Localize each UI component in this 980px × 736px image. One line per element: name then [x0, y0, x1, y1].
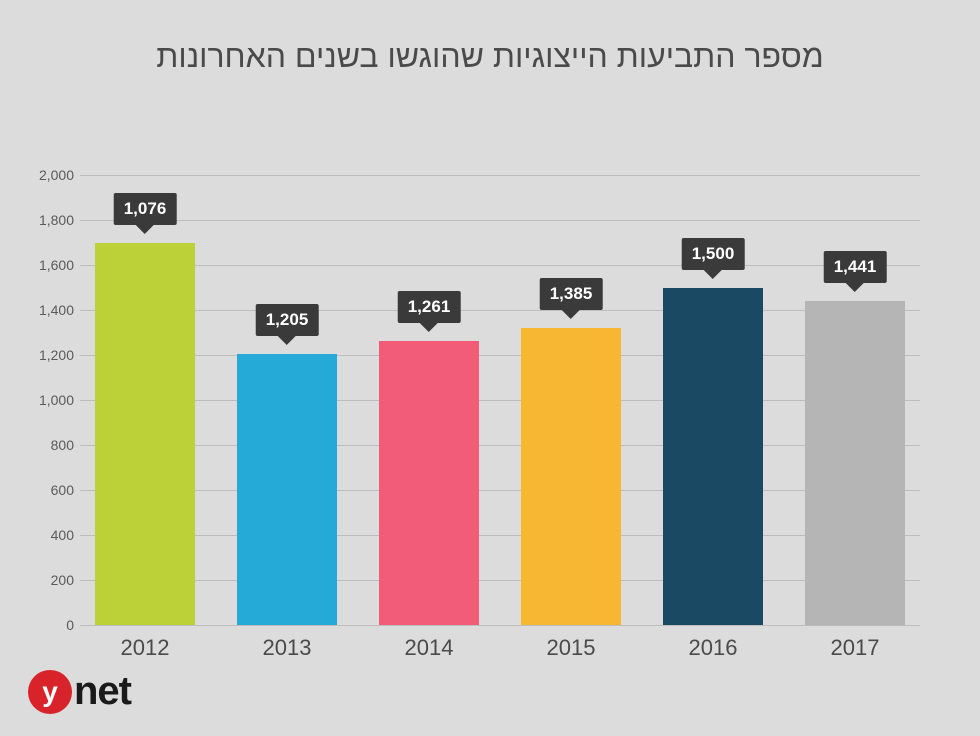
x-axis-label: 2015	[547, 635, 596, 661]
grid-line	[80, 310, 920, 311]
bar	[521, 328, 621, 625]
y-tick-label: 1,200	[30, 347, 74, 363]
y-tick-label: 1,000	[30, 392, 74, 408]
grid-line	[80, 580, 920, 581]
y-tick-label: 1,600	[30, 257, 74, 273]
bar-value-label: 1,261	[398, 291, 461, 323]
chart-plot-area: 1,07620121,20520131,26120141,38520151,50…	[80, 175, 920, 625]
x-axis-label: 2016	[689, 635, 738, 661]
x-axis-label: 2013	[263, 635, 312, 661]
bar	[663, 288, 763, 626]
bar	[95, 243, 195, 626]
y-tick-label: 1,800	[30, 212, 74, 228]
bar-value-label: 1,441	[824, 251, 887, 283]
y-tick-label: 1,400	[30, 302, 74, 318]
grid-line	[80, 355, 920, 356]
ynet-logo: y net	[28, 669, 131, 714]
bar-value-label: 1,500	[682, 238, 745, 270]
bar	[379, 341, 479, 625]
grid-line	[80, 265, 920, 266]
grid-line	[80, 400, 920, 401]
bar	[805, 301, 905, 625]
y-tick-label: 400	[30, 527, 74, 543]
y-axis: 02004006008001,0001,2001,4001,6001,8002,…	[30, 175, 80, 625]
x-axis-label: 2012	[121, 635, 170, 661]
y-tick-label: 2,000	[30, 167, 74, 183]
grid-line	[80, 625, 920, 626]
grid-line	[80, 490, 920, 491]
y-tick-label: 800	[30, 437, 74, 453]
grid-line	[80, 220, 920, 221]
y-tick-label: 600	[30, 482, 74, 498]
y-tick-label: 200	[30, 572, 74, 588]
bar-value-label: 1,076	[114, 193, 177, 225]
bar	[237, 354, 337, 625]
logo-text: net	[74, 669, 131, 714]
grid-line	[80, 445, 920, 446]
x-axis-label: 2017	[831, 635, 880, 661]
bar-value-label: 1,385	[540, 278, 603, 310]
grid-line	[80, 175, 920, 176]
bar-value-label: 1,205	[256, 304, 319, 336]
y-tick-label: 0	[30, 617, 74, 633]
grid-line	[80, 535, 920, 536]
chart-title: מספר התביעות הייצוגיות שהוגשו בשנים האחר…	[0, 0, 980, 75]
x-axis-label: 2014	[405, 635, 454, 661]
bar-chart: 02004006008001,0001,2001,4001,6001,8002,…	[80, 175, 920, 625]
logo-circle: y	[28, 670, 72, 714]
